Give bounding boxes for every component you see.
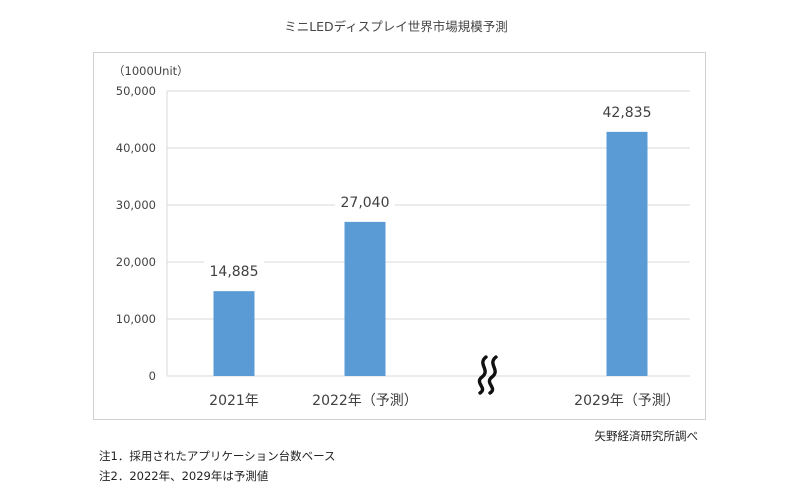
data-label: 42,835 xyxy=(603,105,652,121)
y-tick-label: 40,000 xyxy=(116,141,156,155)
y-tick-label: 50,000 xyxy=(116,84,156,98)
y-tick-label: 0 xyxy=(149,369,156,383)
data-label: 14,885 xyxy=(210,264,259,280)
data-label-backdrop xyxy=(204,260,264,281)
source-credit: 矢野経済研究所調べ xyxy=(594,429,699,443)
y-tick-label: 30,000 xyxy=(116,198,156,212)
note-1: 注1．採用されたアプリケーション台数ベース xyxy=(99,449,336,463)
axis-break-stroke xyxy=(477,355,488,395)
axis-break-stroke xyxy=(487,355,498,395)
y-tick-label: 10,000 xyxy=(116,312,156,326)
bar-3 xyxy=(606,131,648,376)
y-axis-unit-label: （1000Unit） xyxy=(113,64,189,78)
chart-frame xyxy=(93,52,706,420)
y-tick-label: 20,000 xyxy=(116,255,156,269)
note-2: 注2．2022年、2029年は予測値 xyxy=(99,469,269,483)
chart-title: ミニLEDディスプレイ世界市場規模予測 xyxy=(284,19,508,34)
axis-break-icon xyxy=(477,355,498,395)
data-label: 27,040 xyxy=(341,195,390,211)
data-label-backdrop xyxy=(335,190,395,211)
x-tick-label: 2022年（予測） xyxy=(312,393,418,409)
x-tick-label: 2021年 xyxy=(209,393,259,409)
bar-1 xyxy=(213,291,255,376)
data-label-backdrop xyxy=(597,100,657,121)
x-tick-label: 2029年（予測） xyxy=(574,393,680,409)
bar-2 xyxy=(344,221,386,376)
